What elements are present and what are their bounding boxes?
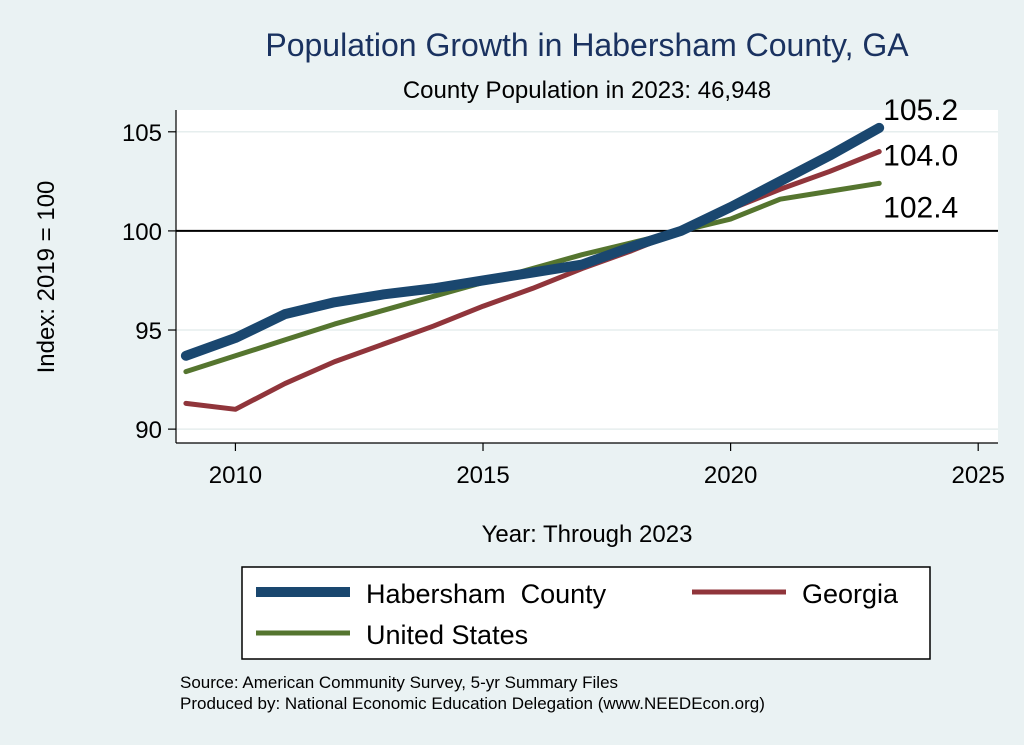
y-tick-label: 105 [122,120,162,147]
y-axis-title: Index: 2019 = 100 [33,181,60,374]
series-end-marker [876,125,882,131]
plot-area [176,110,998,443]
series-end-label: 105.2 [883,94,958,127]
series-end-marker [876,149,882,155]
series-end-marker [876,180,882,186]
series-line-2 [183,149,882,412]
producer-note: Produced by: National Economic Education… [180,694,765,713]
legend-label: Georgia [802,579,899,609]
tick-labels: 90 95 100 105 2010 2015 2020 2025 [122,120,1005,489]
legend-box [241,566,931,660]
chart-title: Population Growth in Habersham County, G… [265,27,909,63]
source-note: Source: American Community Survey, 5-yr … [180,673,618,692]
end-labels: 105.2 104.0 102.4 [883,94,958,224]
series-end-label: 102.4 [883,191,958,224]
x-axis-title: Year: Through 2023 [482,521,693,548]
x-tick-label: 2025 [951,462,1004,489]
x-tick-label: 2020 [704,462,757,489]
series-end-label: 104.0 [883,140,958,173]
chart-subtitle: County Population in 2023: 46,948 [403,77,771,104]
y-tick-label: 100 [122,219,162,246]
legend: Habersham County Georgia United States [256,579,899,650]
x-tick-label: 2015 [456,462,509,489]
legend-label: United States [366,620,528,650]
axis-ticks [168,131,979,451]
y-tick-label: 95 [135,318,162,345]
series-line-1 [180,122,885,361]
y-tick-label: 90 [135,417,162,444]
legend-label: Habersham County [366,579,607,609]
x-tick-label: 2010 [209,462,262,489]
series-layer [180,122,885,412]
